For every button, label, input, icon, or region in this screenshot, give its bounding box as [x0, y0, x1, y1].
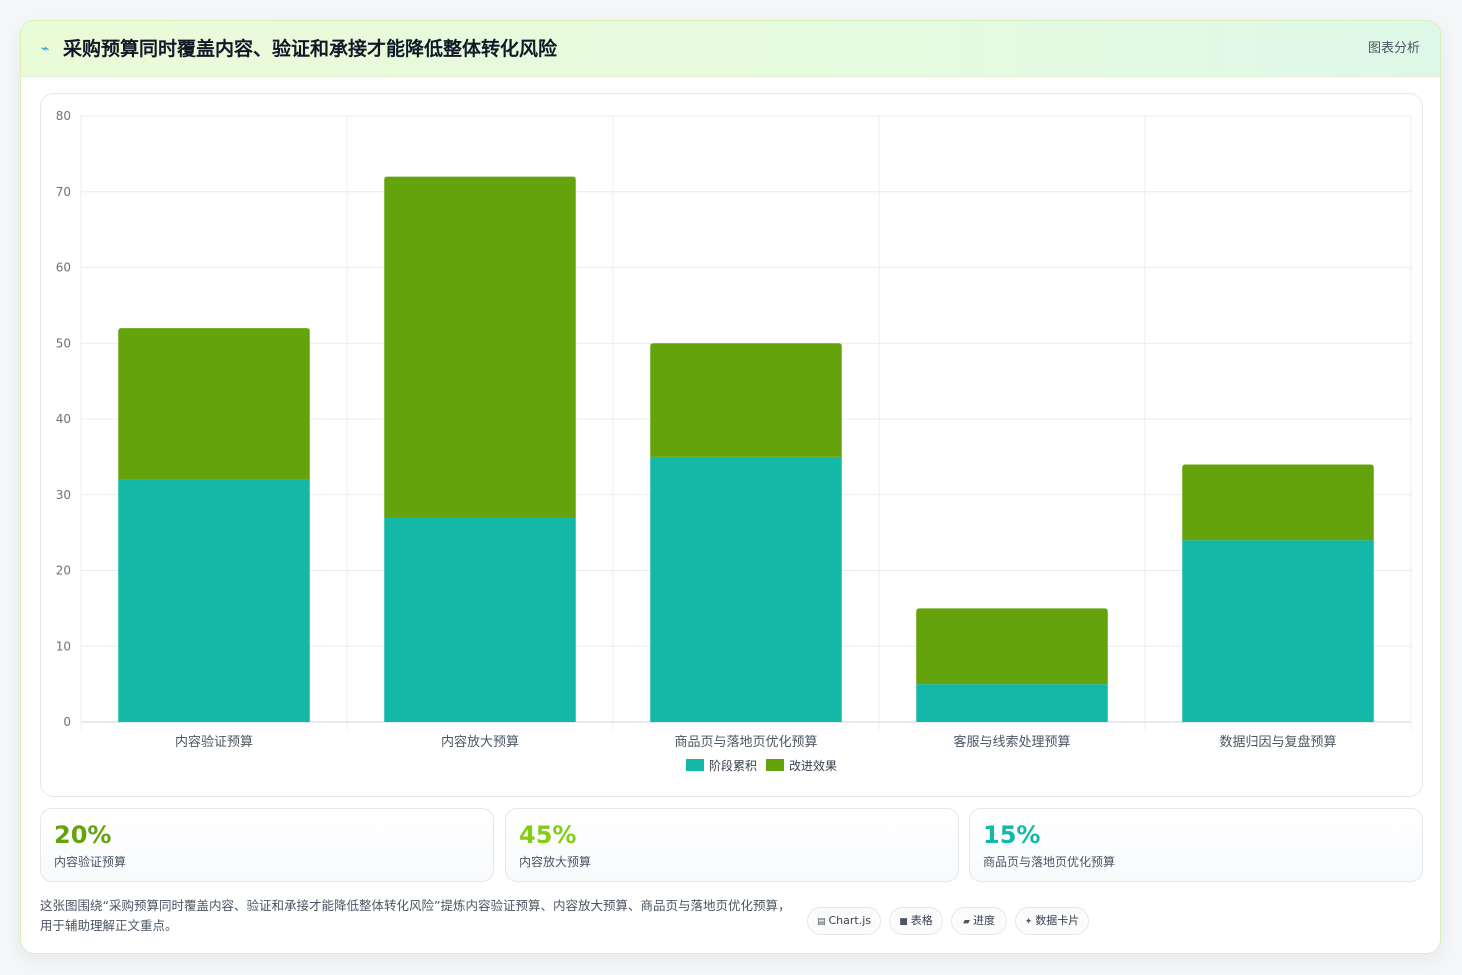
pill-data-card[interactable]: ✦ 数据卡片	[1015, 907, 1089, 935]
stat-cards: 20% 内容验证预算 45% 内容放大预算 15% 商品页与落地页优化预算	[40, 808, 1423, 882]
y-tick-label: 20	[56, 564, 71, 578]
card-title: 采购预算同时覆盖内容、验证和承接才能降低整体转化风险	[63, 38, 558, 60]
bar-improvement-effect	[1182, 464, 1374, 541]
bar-improvement-effect	[916, 608, 1108, 685]
chart-card: ⌁ 采购预算同时覆盖内容、验证和承接才能降低整体转化风险 图表分析 0 10 20 3…	[20, 20, 1441, 954]
x-tick-label: 商品页与落地页优化预算	[674, 735, 817, 750]
stat-label: 商品页与落地页优化预算	[983, 855, 1116, 869]
legend-label: 改进效果	[789, 758, 837, 773]
stat-label: 内容放大预算	[519, 855, 592, 869]
y-tick-label: 40	[56, 412, 71, 426]
stat-label: 内容验证预算	[54, 855, 127, 869]
stat-card-1: 45% 内容放大预算	[505, 808, 959, 882]
y-tick-label: 70	[56, 185, 71, 199]
pill-label: 进度	[972, 914, 995, 927]
bar-improvement-effect	[650, 343, 842, 457]
x-tick-label: 内容放大预算	[441, 734, 519, 750]
pill-label: Chart.js	[828, 914, 872, 927]
stat-value: 20%	[54, 821, 112, 849]
chart-analysis-link[interactable]: 图表分析	[1367, 41, 1420, 56]
x-tick-label: 客服与线索处理预算	[953, 734, 1070, 750]
bar-improvement-effect	[384, 176, 576, 518]
bar-stage-accumulation	[650, 456, 842, 722]
card-header: ⌁ 采购预算同时覆盖内容、验证和承接才能降低整体转化风险 图表分析	[21, 21, 1440, 77]
pill-chartjs[interactable]: ▤ Chart.js	[807, 907, 881, 935]
stat-card-2: 15% 商品页与落地页优化预算	[969, 808, 1423, 882]
stat-value: 15%	[983, 821, 1041, 849]
stacked-bar-chart: 0 10 20 30 40 50 60 70 80 内容验证预算 内容放大预算 商品页与落地页优化预算…	[56, 109, 1412, 773]
y-tick-label: 0	[63, 715, 71, 729]
chart-footnote: 这张图围绕“采购预算同时覆盖内容、验证和承接才能降低整体转化风险”提炼内容验证预…	[40, 898, 791, 933]
bar-stage-accumulation	[916, 684, 1108, 722]
x-tick-label: 内容验证预算	[175, 734, 253, 750]
pill-progress[interactable]: ▰ 进度	[951, 907, 1007, 935]
stat-card-0: 20% 内容验证预算	[40, 808, 494, 882]
y-tick-label: 30	[56, 488, 71, 502]
pill-label: 数据卡片	[1035, 914, 1080, 927]
legend-swatch	[686, 759, 704, 771]
y-tick-label: 50	[56, 336, 71, 350]
pill-label: 表格	[910, 914, 933, 927]
y-tick-label: 60	[56, 261, 71, 275]
bar-stage-accumulation	[384, 517, 576, 722]
sparkle-icon: ✦	[1024, 917, 1033, 927]
bar-stage-accumulation	[1182, 540, 1374, 722]
chart-panel: 0 10 20 30 40 50 60 70 80 内容验证预算 内容放大预算 商品页与落地页优化预算…	[40, 93, 1423, 797]
chart-icon: ▤	[816, 917, 826, 927]
y-tick-label: 10	[56, 639, 71, 653]
chart-line-icon: ⌁	[41, 41, 50, 57]
progress-icon: ▰	[963, 917, 970, 927]
table-icon: ■	[899, 917, 908, 927]
stat-value: 45%	[519, 821, 577, 849]
bar-stage-accumulation	[118, 479, 310, 722]
pill-table[interactable]: ■ 表格	[889, 907, 943, 935]
x-tick-label: 数据归因与复盘预算	[1219, 734, 1336, 750]
legend-swatch	[766, 759, 784, 771]
legend-label: 阶段累积	[709, 758, 757, 773]
y-tick-label: 80	[56, 109, 71, 123]
bar-improvement-effect	[118, 328, 310, 480]
